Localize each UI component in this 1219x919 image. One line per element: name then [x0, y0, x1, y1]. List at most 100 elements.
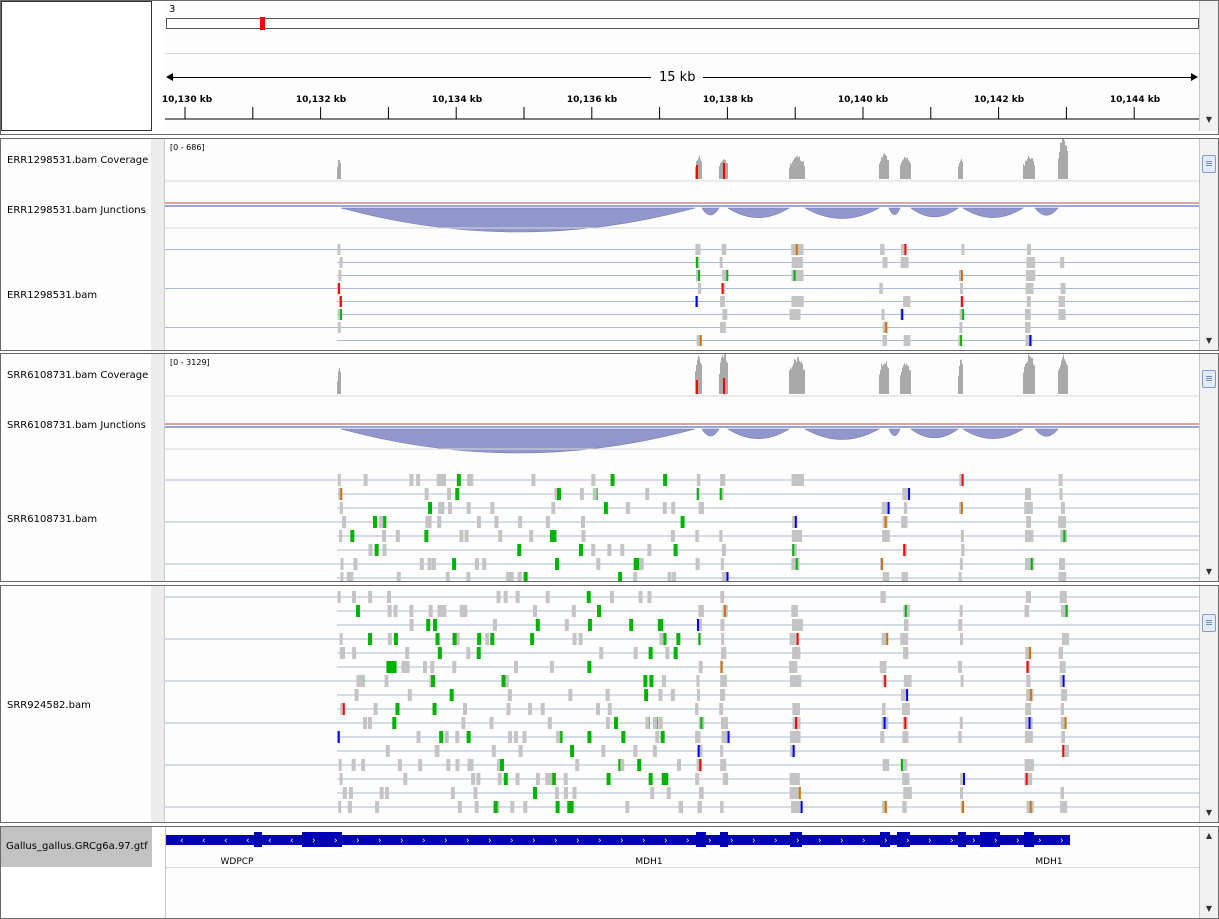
read-block: [901, 516, 908, 528]
scroll-up-icon[interactable]: ▲: [1205, 831, 1213, 840]
read-block: [903, 502, 908, 514]
gene-exon: [980, 832, 1000, 847]
track-name-junctions[interactable]: ERR1298531.bam Junctions: [7, 205, 146, 216]
coverage-bar: [1063, 139, 1064, 179]
track-name-coverage[interactable]: SRR6108731.bam Coverage: [7, 370, 149, 381]
coverage-bar: [1024, 366, 1025, 394]
read-block: [551, 773, 556, 785]
read-block: [354, 689, 359, 701]
read-block: [556, 731, 561, 743]
coverage-bar: [1023, 164, 1024, 179]
read-block: [474, 801, 479, 813]
read-block: [1059, 661, 1066, 673]
panel-scrollbar[interactable]: ▼: [1199, 354, 1218, 581]
read-block: [789, 731, 801, 743]
read-block: [721, 647, 727, 659]
strand-arrow-icon: ‹: [246, 836, 250, 846]
read-block: [384, 675, 389, 687]
coverage-bar: [881, 363, 882, 394]
coverage-bar: [723, 357, 724, 394]
coverage-bar: [1032, 158, 1033, 179]
read-mismatch: [883, 717, 886, 729]
ruler-area[interactable]: 3 15 kb 10,130 kb 10,132 kb 10,134 kb 10…: [162, 1, 1201, 131]
read-block: [902, 488, 910, 500]
strand-arrow-icon: ›: [730, 836, 734, 846]
coverage-bar: [337, 381, 338, 394]
read-mismatch: [339, 296, 342, 307]
read-block: [680, 516, 685, 528]
annotation-scrollbar[interactable]: ▲ ▼: [1199, 827, 1218, 918]
read-block: [902, 773, 910, 785]
coverage-bar: [800, 160, 801, 179]
read-block: [607, 703, 612, 715]
strand-arrow-icon: ›: [862, 836, 866, 846]
coverage-bar: [796, 156, 797, 179]
read-block: [960, 787, 964, 799]
coverage-bar: [1064, 359, 1065, 394]
panel-data-area[interactable]: [0 - 686]: [165, 139, 1201, 350]
read-mismatch: [726, 572, 729, 581]
chromosome-ideogram[interactable]: [166, 17, 1199, 30]
read-block: [581, 530, 586, 542]
span-arrow-left-icon: [166, 73, 173, 81]
read-block: [959, 717, 963, 729]
panel-data-area[interactable]: [165, 586, 1201, 822]
read-block: [379, 516, 384, 528]
scroll-down-icon[interactable]: ▼: [1205, 904, 1213, 913]
scroll-thumb[interactable]: [1202, 614, 1216, 632]
scroll-down-icon[interactable]: ▼: [1205, 808, 1213, 817]
coverage-bar: [802, 161, 803, 179]
read-block: [664, 773, 669, 785]
read-block: [475, 558, 480, 570]
read-block: [435, 633, 440, 645]
read-block: [337, 244, 341, 255]
read-block: [340, 572, 344, 581]
read-block: [382, 530, 387, 542]
read-block: [504, 675, 509, 687]
read-block: [620, 544, 625, 556]
read-block: [881, 703, 886, 715]
strand-arrow-icon: ›: [796, 836, 800, 846]
panel-scrollbar[interactable]: ▼: [1199, 586, 1218, 822]
scroll-down-icon[interactable]: ▼: [1205, 336, 1213, 345]
read-block: [652, 717, 657, 729]
read-block: [1061, 605, 1068, 617]
track-name-junctions[interactable]: SRR6108731.bam Junctions: [7, 420, 146, 431]
read-block: [490, 502, 495, 514]
read-block: [509, 572, 514, 581]
panel-data-area[interactable]: [0 - 3129]: [165, 354, 1201, 581]
track-name-coverage[interactable]: ERR1298531.bam Coverage: [7, 155, 149, 166]
read-mismatch: [796, 633, 799, 645]
scroll-down-icon[interactable]: ▼: [1205, 567, 1213, 576]
strand-arrow-icon: ›: [532, 836, 536, 846]
scroll-down-icon[interactable]: ▼: [1205, 115, 1213, 124]
read-block: [587, 619, 592, 631]
read-block: [363, 474, 368, 486]
read-block: [789, 661, 798, 673]
read-block: [430, 661, 435, 673]
scroll-thumb[interactable]: [1202, 370, 1216, 388]
read-block: [650, 787, 655, 799]
track-name-alignments[interactable]: SRR924582.bam: [7, 700, 91, 711]
read-block: [395, 530, 400, 542]
track-name-alignments[interactable]: SRR6108731.bam: [7, 514, 98, 525]
read-block: [720, 689, 726, 701]
panel-scrollbar[interactable]: ▼: [1199, 139, 1218, 350]
read-block: [879, 661, 887, 673]
annotation-track-name[interactable]: Gallus_gallus.GRCg6a.97.gtf: [1, 827, 152, 867]
read-block: [697, 283, 702, 294]
strand-arrow-icon: ›: [312, 836, 316, 846]
read-block: [407, 689, 412, 701]
read-block: [882, 759, 890, 771]
coverage-bar: [725, 159, 726, 179]
track-name-alignments[interactable]: ERR1298531.bam: [7, 290, 98, 301]
coverage-bar: [886, 155, 887, 179]
read-block: [385, 787, 390, 799]
coverage-bar: [1034, 365, 1035, 394]
ruler-scrollbar[interactable]: ▼: [1199, 1, 1218, 131]
read-mismatch: [962, 801, 965, 813]
read-block: [435, 745, 440, 757]
annotation-data-area[interactable]: ‹ ‹ ‹ ‹ ‹ ‹ › › › › › › › › › › › › › › › › › › › › › › › › › › › › › › › › › ›…: [165, 827, 1199, 918]
scroll-thumb[interactable]: [1202, 155, 1216, 173]
read-block: [518, 745, 523, 757]
